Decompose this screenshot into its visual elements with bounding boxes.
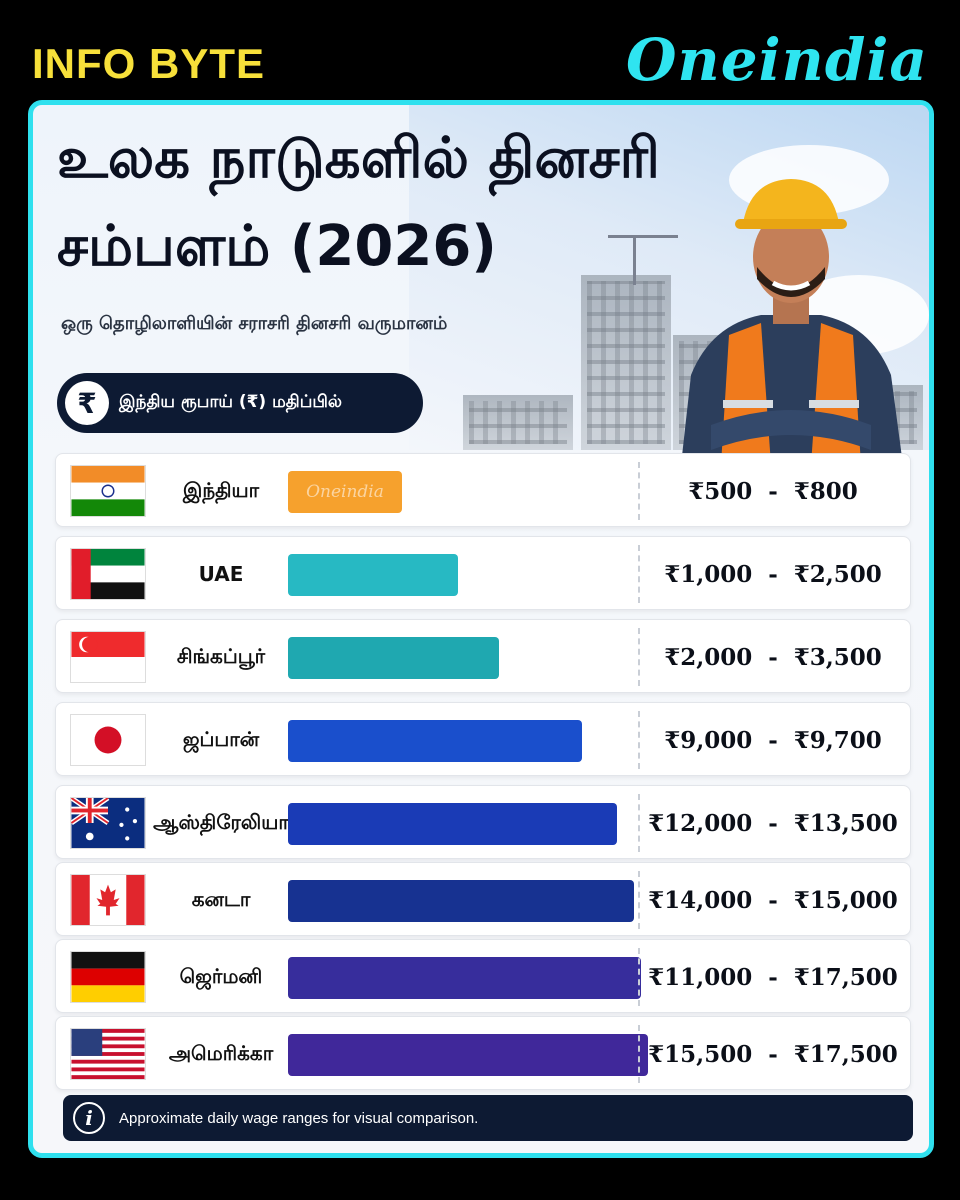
bar-watermark: Oneindia [306,482,384,502]
wage-range-label: ₹2,000 - ₹3,500 [664,643,882,671]
japan-flag-icon [70,714,146,766]
row-divider [638,871,640,929]
infographic-card: உலக நாடுகளில் தினசரி சம்பளம் (2026) ஒரு … [28,100,934,1158]
row-divider [638,948,640,1006]
chart-row: ஜப்பான் ₹9,000 - ₹9,700 [55,702,911,776]
singapore-flag-icon [70,631,146,683]
canada-flag-icon [70,874,146,926]
wage-bar: Oneindia [288,471,402,513]
uae-flag-icon [70,548,146,600]
country-label: ஜப்பான் [182,726,260,751]
worker-illustration [681,179,903,465]
wage-range-label: ₹1,000 - ₹2,500 [664,560,882,588]
title-line-2: சம்பளம் (2026) [57,214,497,279]
australia-flag-icon [70,797,146,849]
building [463,395,573,450]
india-flag-icon [70,465,146,517]
chart-row: இந்தியா Oneindia ₹500 - ₹800 [55,453,911,527]
rupee-icon: ₹ [65,381,109,425]
wage-range-label: ₹14,000 - ₹15,000 [648,886,898,914]
row-divider [638,711,640,769]
row-divider [638,1025,640,1083]
oneindia-logo: Oneindia [626,26,928,94]
country-label: சிங்கப்பூர் [176,643,266,668]
wage-bar [288,880,634,922]
usa-flag-icon [70,1028,146,1080]
building [581,275,671,450]
row-divider [638,462,640,520]
row-divider [638,545,640,603]
info-icon: i [73,1102,105,1134]
wage-range-label: ₹9,000 - ₹9,700 [664,726,882,754]
wage-range-label: ₹11,000 - ₹17,500 [648,963,898,991]
wage-bar [288,720,582,762]
country-label: இந்தியா [182,477,260,502]
crane [608,235,678,238]
chart-row: ஜெர்மனி ₹11,000 - ₹17,500 [55,939,911,1013]
country-label: ஜெர்மனி [179,963,263,988]
info-byte-label: INFO BYTE [32,40,266,87]
footer-text: Approximate daily wage ranges for visual… [119,1109,479,1127]
footer-note: i Approximate daily wage ranges for visu… [63,1095,913,1141]
chart-row: ஆஸ்திரேலியா ₹12,000 - ₹13,500 [55,785,911,859]
chart-row: சிங்கப்பூர் ₹2,000 - ₹3,500 [55,619,911,693]
row-divider [638,628,640,686]
row-divider [638,794,640,852]
chart-row: அமெரிக்கா ₹15,500 - ₹17,500 [55,1016,911,1090]
wage-bar [288,1034,648,1076]
currency-note-pill: ₹ இந்திய ரூபாய் (₹) மதிப்பில் [57,373,423,433]
chart-row: UAE ₹1,000 - ₹2,500 [55,536,911,610]
chart-row: கனடா ₹14,000 - ₹15,000 [55,862,911,936]
wage-bar [288,554,458,596]
wage-bar [288,957,641,999]
crane [633,235,636,285]
subtitle: ஒரு தொழிலாளியின் சராசரி தினசரி வருமானம் [61,313,448,334]
country-label: அமெரிக்கா [168,1040,274,1065]
country-label: UAE [198,562,244,586]
country-label: ஆஸ்திரேலியா [153,809,289,834]
wage-range-label: ₹500 - ₹800 [688,477,858,505]
country-label: கனடா [191,886,251,911]
page-title: உலக நாடுகளில் தினசரி சம்பளம் (2026) [57,115,677,291]
wage-bar [288,637,499,679]
currency-note-text: இந்திய ரூபாய் (₹) மதிப்பில் [119,392,342,412]
germany-flag-icon [70,951,146,1003]
title-line-1: உலக நாடுகளில் தினசரி [57,126,660,191]
wage-range-label: ₹15,500 - ₹17,500 [648,1040,898,1068]
wage-bar [288,803,617,845]
wage-range-label: ₹12,000 - ₹13,500 [648,809,898,837]
